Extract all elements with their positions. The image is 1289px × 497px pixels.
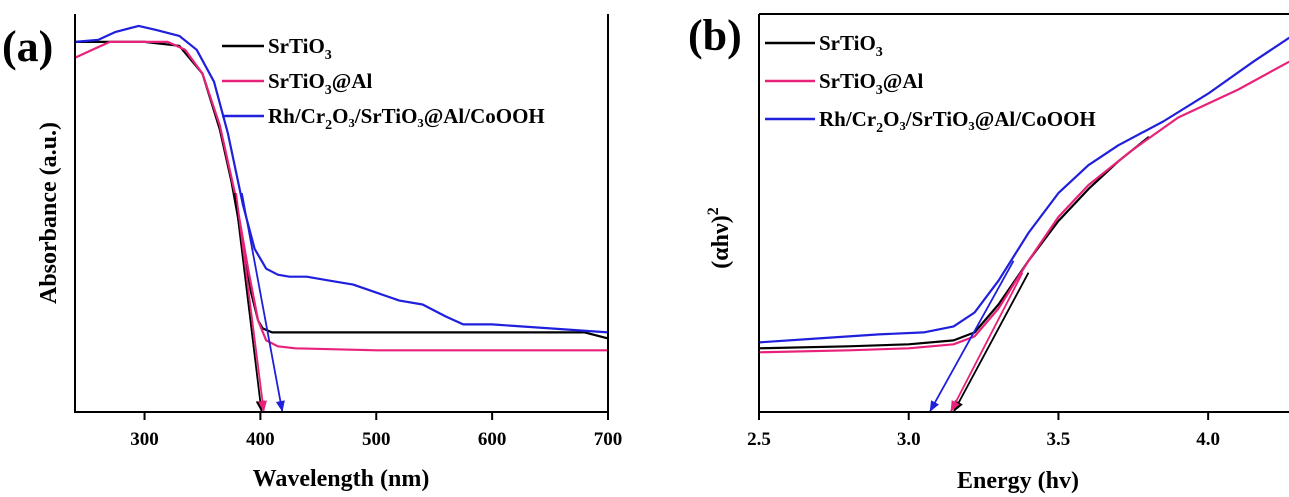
tangent-arrow-1 [952,272,1030,413]
series-line-1 [757,136,1150,350]
legend-item-1: SrTiO3 [765,31,883,60]
legend-item-1: SrTiO3 [222,34,332,63]
tangent-line-1 [234,192,263,413]
series-line-2 [757,60,1289,354]
panel-b-y-axis-title: (αhν)2 [705,207,734,268]
arrowhead-2 [258,400,267,412]
panel-a-x-axis-title: Wavelength (nm) [253,466,430,492]
panel-a-x-ticks: 300 400 500 600 700 [130,412,622,450]
x-tick-label-3: 4.0 [1196,429,1220,450]
arrowhead-2 [950,400,960,412]
legend-label-1: SrTiO3 [268,34,332,63]
tangent-line-3 [928,260,1015,413]
tangent-arrow-2 [235,192,267,413]
legend-item-2: SrTiO3@Al [765,69,923,98]
legend-label-3: Rh/Cr2O₃/SrTiO₃@Al/CoOOH [268,104,545,133]
tangent-arrow-3 [928,260,1015,413]
series-line-3 [757,36,1289,344]
panel-b-x-ticks: 2.5 3.0 3.5 4.0 [747,412,1220,450]
tangent-line-2 [949,272,1024,413]
panel-a-label: (a) [2,22,53,71]
tangent-arrow-2 [949,272,1024,413]
panel-b-x-axis-title: Energy (hv) [957,468,1079,494]
series-line-1 [73,40,610,340]
x-tick-label-0: 2.5 [747,429,771,450]
panel-a-y-axis-title: Absorbance (a.u.) [36,122,62,304]
panel-b-y-axis-title-main: (αhν) [708,215,734,268]
panel-a-axes-frame [74,14,609,413]
arrowhead-3 [929,400,939,412]
panel-b-legend: SrTiO3 SrTiO3@Al Rh/Cr2O₃/SrTiO₃@Al/CoOOH [765,31,1096,136]
legend-item-3: Rh/Cr2O₃/SrTiO₃@Al/CoOOH [222,104,545,133]
x-tick-label-0: 300 [130,429,159,450]
tangent-line-2 [235,192,265,413]
x-tick-label-1: 400 [246,429,275,450]
tangent-line-1 [952,272,1030,413]
x-tick-label-4: 700 [594,429,623,450]
x-tick-label-2: 500 [362,429,391,450]
panel-a-legend: SrTiO3 SrTiO3@Al Rh/Cr2O₃/SrTiO₃@Al/CoOOH [222,34,545,133]
x-tick-label-1: 3.0 [897,429,921,450]
panel-a-plot-area [73,24,610,413]
legend-item-2: SrTiO3@Al [222,69,372,98]
x-tick-label-2: 3.5 [1047,429,1071,450]
legend-item-3: Rh/Cr2O₃/SrTiO₃@Al/CoOOH [765,107,1096,136]
tangent-arrow-3 [240,192,285,413]
tangent-line-3 [240,192,284,413]
panel-b-label: (b) [688,11,742,60]
legend-label-1: SrTiO3 [819,31,883,60]
legend-label-2: SrTiO3@Al [819,69,923,98]
panel-b-y-axis-title-sup: 2 [705,207,722,215]
panel-b-plot-area [757,36,1289,413]
legend-label-3: Rh/Cr2O₃/SrTiO₃@Al/CoOOH [819,107,1096,136]
x-tick-label-3: 600 [478,429,507,450]
legend-label-2: SrTiO3@Al [268,69,372,98]
panel-a: (a) 300 400 500 600 700 Wavelength (nm) Abso… [2,14,622,492]
series-line-3 [73,24,610,334]
arrowhead-3 [275,400,285,412]
panel-b: (b) 2.5 3.0 3.5 4.0 Energy (hv) (αhν)2 SrTi… [688,11,1289,494]
